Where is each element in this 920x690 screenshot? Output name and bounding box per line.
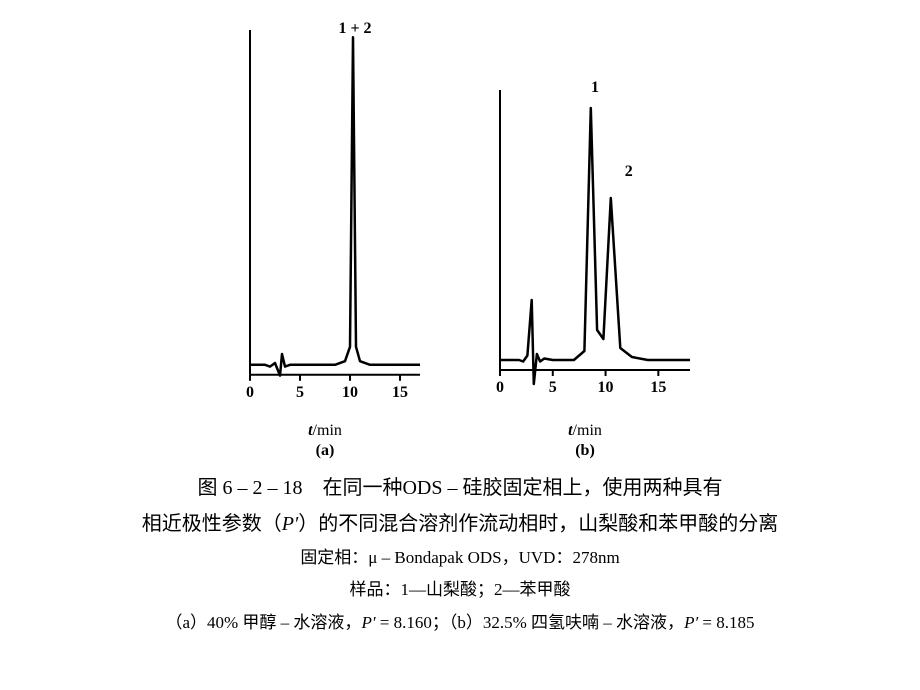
caption-text: 相近极性参数（ <box>142 513 282 535</box>
chart-b-block: 0 5 10 15 1 2 t/min (b) <box>470 80 700 460</box>
chart-a-block: 0 5 10 15 1 + 2 t/min (a) <box>220 20 430 460</box>
caption-conditions-1: 固定相：μ – Bondapak ODS，UVD：278nm <box>20 542 900 574</box>
caption-text: – 硅胶固定相上，使用两种具有 <box>443 477 723 499</box>
caption-pprime: P′ <box>684 613 698 632</box>
svg-text:10: 10 <box>598 379 614 396</box>
svg-text:15: 15 <box>650 379 666 396</box>
caption-text: （b）32.5% 四氢呋喃 – 水溶液， <box>449 613 684 632</box>
caption-text: 图 6 – 2 – 18 在同一种 <box>197 477 402 499</box>
svg-text:15: 15 <box>392 384 408 401</box>
caption-conditions-3: （a）40% 甲醇 – 水溶液，P′ = 8.160；（b）32.5% 四氢呋喃… <box>20 607 900 639</box>
caption-title-line2: 相近极性参数（P′）的不同混合溶剂作流动相时，山梨酸和苯甲酸的分离 <box>20 506 900 542</box>
xlabel-unit: /min <box>573 422 602 439</box>
svg-text:1: 1 <box>591 80 599 96</box>
chromatogram-a: 0 5 10 15 1 + 2 <box>220 20 430 420</box>
caption-pprime: P′ <box>282 513 299 535</box>
charts-row: 0 5 10 15 1 + 2 t/min (a) 0 5 10 15 1 2 t/min (b) <box>20 20 900 460</box>
xlabel-unit: /min <box>313 422 342 439</box>
figure-caption: 图 6 – 2 – 18 在同一种ODS – 硅胶固定相上，使用两种具有 相近极… <box>20 470 900 639</box>
chart-a-sublabel: (a) <box>316 442 335 460</box>
caption-text: ）的不同混合溶剂作流动相时，山梨酸和苯甲酸的分离 <box>298 513 778 535</box>
chart-a-xlabel: t/min <box>308 422 342 440</box>
caption-text: = 8.185 <box>698 613 754 632</box>
svg-text:2: 2 <box>625 163 633 180</box>
chart-b-sublabel: (b) <box>575 442 595 460</box>
caption-text: （a）40% 甲醇 – 水溶液， <box>165 613 361 632</box>
svg-text:5: 5 <box>549 379 557 396</box>
chromatogram-b: 0 5 10 15 1 2 <box>470 80 700 420</box>
caption-title-line1: 图 6 – 2 – 18 在同一种ODS – 硅胶固定相上，使用两种具有 <box>20 470 900 506</box>
svg-text:10: 10 <box>342 384 358 401</box>
caption-conditions-2: 样品：1—山梨酸；2—苯甲酸 <box>20 574 900 606</box>
svg-text:1 + 2: 1 + 2 <box>338 20 371 37</box>
caption-pprime: P′ <box>361 613 375 632</box>
svg-text:5: 5 <box>296 384 304 401</box>
caption-text: = 8.160； <box>376 613 449 632</box>
svg-text:0: 0 <box>496 379 504 396</box>
caption-text: ODS <box>402 477 442 499</box>
svg-text:0: 0 <box>246 384 254 401</box>
chart-b-xlabel: t/min <box>568 422 602 440</box>
